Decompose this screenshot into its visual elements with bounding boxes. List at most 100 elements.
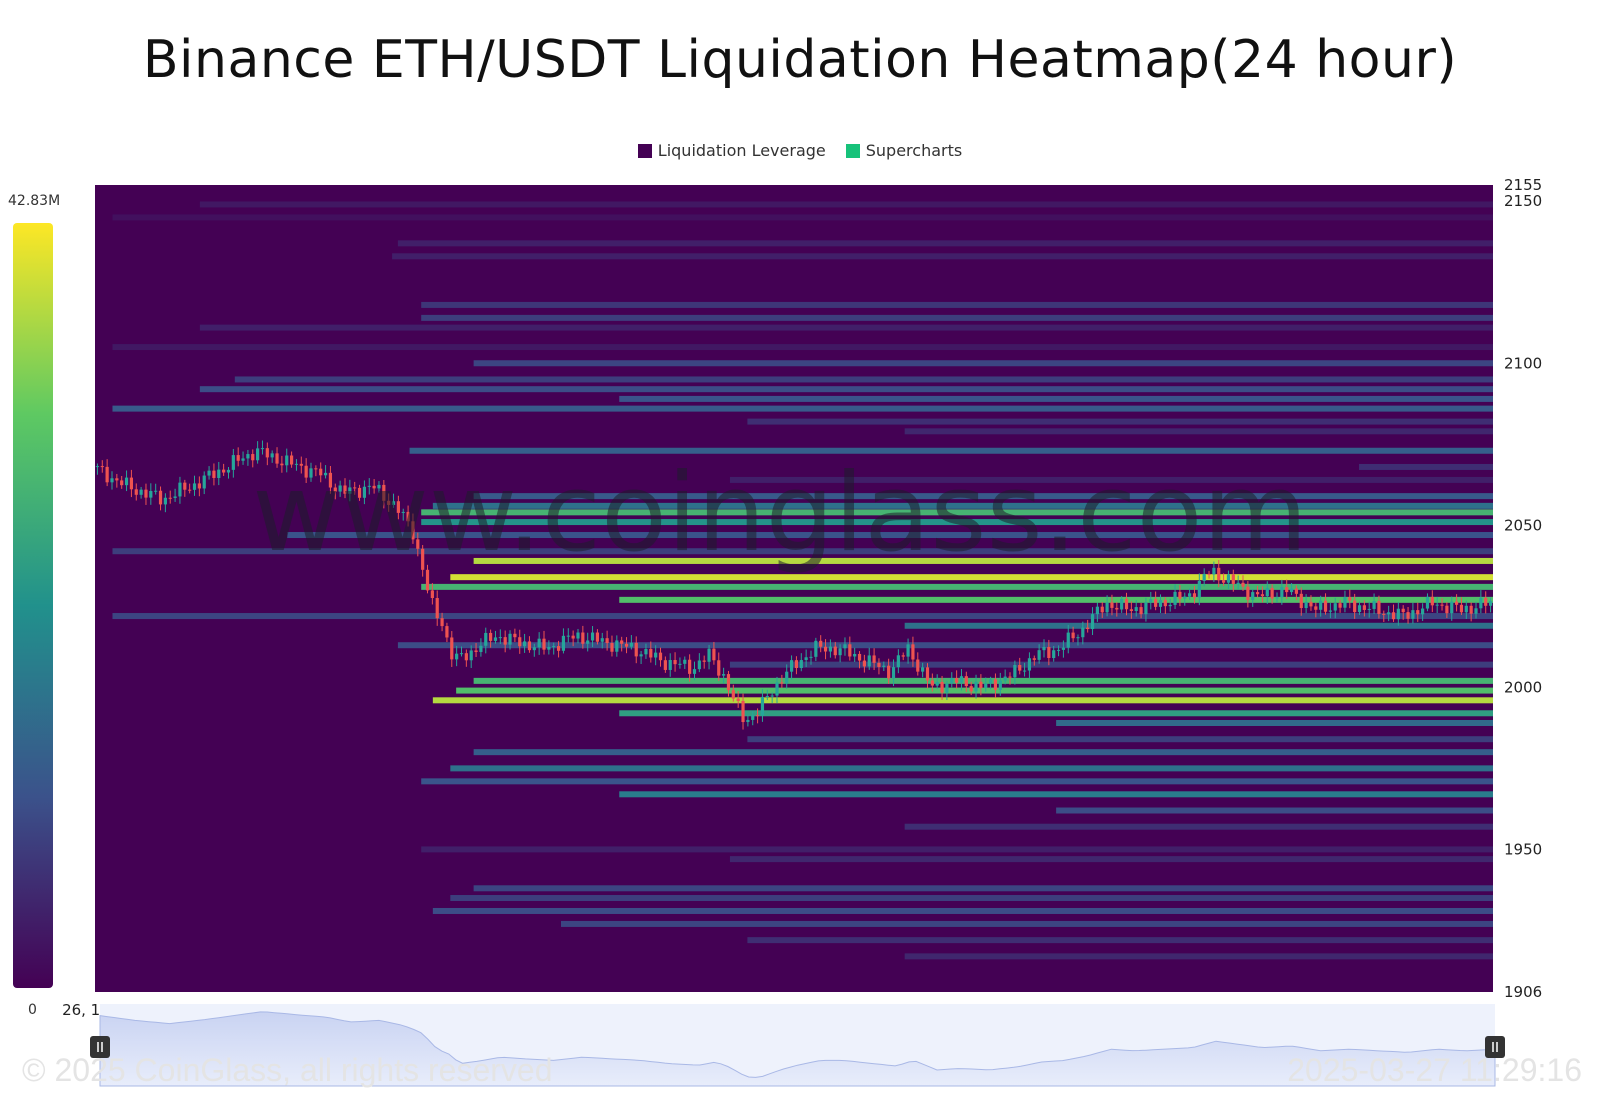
candle-142 — [785, 664, 789, 689]
candle-75 — [459, 646, 464, 657]
liquidation-level-3[interactable] — [392, 253, 1494, 260]
liquidation-level-1[interactable] — [112, 214, 1494, 221]
liquidation-level-45[interactable] — [729, 856, 1493, 863]
candle-15 — [168, 490, 172, 504]
candle-11 — [149, 483, 153, 505]
liquidation-level-34[interactable] — [432, 697, 1494, 704]
liquidation-level-46[interactable] — [473, 885, 1493, 892]
navigator-handle-right[interactable] — [1485, 1036, 1505, 1058]
liquidation-level-21[interactable] — [421, 519, 1494, 526]
liquidation-level-23[interactable] — [112, 548, 1494, 555]
liquidation-level-16[interactable] — [1359, 463, 1493, 470]
liquidation-level-30[interactable] — [397, 642, 1493, 649]
candle-98 — [571, 630, 575, 647]
y-tick-2: 2100 — [1504, 354, 1542, 372]
liquidation-level-25[interactable] — [450, 574, 1494, 581]
liquidation-level-9[interactable] — [234, 376, 1493, 383]
colorbar-min-label: 0 — [28, 1002, 37, 1018]
candle-229 — [1207, 570, 1211, 579]
liquidation-level-51[interactable] — [904, 953, 1493, 960]
liquidation-level-8[interactable] — [473, 360, 1493, 367]
liquidation-level-39[interactable] — [450, 765, 1494, 772]
candle-176 — [950, 672, 954, 688]
candle-191 — [1022, 662, 1027, 677]
liquidation-level-19[interactable] — [432, 502, 1494, 509]
candle-72 — [445, 622, 449, 643]
liquidation-level-22[interactable] — [287, 532, 1494, 539]
colorbar[interactable] — [13, 223, 53, 988]
candle-284 — [1474, 601, 1478, 619]
candle-62 — [396, 495, 400, 520]
legend-swatch-liquidation-leverage — [637, 143, 652, 158]
navigator-handle-left-grip[interactable] — [90, 1036, 110, 1058]
liquidation-level-36[interactable] — [1056, 720, 1493, 726]
liquidation-level-5[interactable] — [421, 314, 1494, 321]
liquidation-level-40[interactable] — [421, 778, 1494, 785]
liquidation-level-48[interactable] — [432, 907, 1494, 914]
candle-143 — [789, 655, 794, 680]
candle-214 — [1134, 600, 1138, 617]
legend-item-liquidation-leverage[interactable]: Liquidation Leverage — [637, 141, 826, 160]
navigator-handle-right-grip[interactable] — [1485, 1036, 1505, 1058]
liquidation-level-49[interactable] — [561, 920, 1493, 927]
candle-174 — [940, 675, 944, 700]
liquidation-level-26[interactable] — [421, 583, 1494, 590]
candle-208 — [1105, 595, 1109, 617]
liquidation-level-35[interactable] — [619, 710, 1493, 717]
liquidation-level-11[interactable] — [619, 395, 1493, 402]
liquidation-level-13[interactable] — [747, 418, 1493, 425]
liquidation-level-14[interactable] — [904, 428, 1493, 435]
candle-137 — [760, 689, 765, 722]
liquidation-level-29[interactable] — [904, 622, 1493, 629]
candle-249 — [1304, 594, 1308, 614]
candle-103 — [595, 629, 600, 645]
legend-item-supercharts[interactable]: Supercharts — [845, 141, 962, 160]
liquidation-level-47[interactable] — [450, 895, 1494, 902]
candle-141 — [780, 674, 784, 688]
candle-286 — [1484, 591, 1488, 614]
candle-68 — [425, 564, 430, 594]
liquidation-level-27[interactable] — [619, 596, 1493, 603]
candle-16 — [173, 488, 177, 502]
liquidation-level-4[interactable] — [421, 301, 1494, 308]
liquidation-level-6[interactable] — [199, 324, 1494, 331]
liquidation-level-38[interactable] — [473, 749, 1493, 756]
candle-182 — [979, 674, 983, 696]
liquidation-level-18[interactable] — [473, 493, 1493, 500]
liquidation-level-2[interactable] — [397, 240, 1493, 247]
liquidation-level-12[interactable] — [112, 405, 1494, 412]
candle-45 — [314, 465, 318, 477]
liquidation-level-31[interactable] — [729, 661, 1493, 668]
candle-165 — [896, 649, 900, 674]
liquidation-level-20[interactable] — [421, 509, 1494, 516]
liquidation-level-32[interactable] — [473, 677, 1493, 684]
liquidation-level-42[interactable] — [1056, 807, 1493, 814]
liquidation-level-44[interactable] — [421, 846, 1494, 853]
candle-161 — [877, 658, 881, 675]
candle-235 — [1236, 575, 1240, 590]
liquidation-level-50[interactable] — [747, 937, 1493, 944]
liquidation-level-24[interactable] — [473, 557, 1493, 564]
candle-223 — [1178, 584, 1182, 607]
liquidation-level-41[interactable] — [619, 791, 1493, 798]
liquidation-level-7[interactable] — [112, 344, 1494, 351]
liquidation-level-28[interactable] — [112, 613, 1494, 620]
candle-30 — [241, 451, 245, 465]
candle-186 — [998, 672, 1002, 696]
candle-172 — [930, 673, 934, 692]
liquidation-level-43[interactable] — [904, 823, 1493, 830]
liquidation-level-10[interactable] — [199, 386, 1494, 393]
navigator-handle-left[interactable] — [90, 1036, 110, 1058]
candle-88 — [522, 633, 527, 653]
candle-145 — [799, 653, 803, 672]
liquidation-level-0[interactable] — [199, 201, 1494, 208]
candle-118 — [668, 653, 672, 677]
candle-158 — [862, 654, 866, 673]
candle-117 — [663, 656, 667, 673]
candle-112 — [639, 650, 643, 664]
candle-225 — [1188, 588, 1192, 600]
liquidation-level-17[interactable] — [729, 476, 1493, 483]
candle-101 — [586, 632, 590, 652]
liquidation-level-15[interactable] — [409, 447, 1493, 454]
liquidation-level-37[interactable] — [747, 736, 1493, 743]
